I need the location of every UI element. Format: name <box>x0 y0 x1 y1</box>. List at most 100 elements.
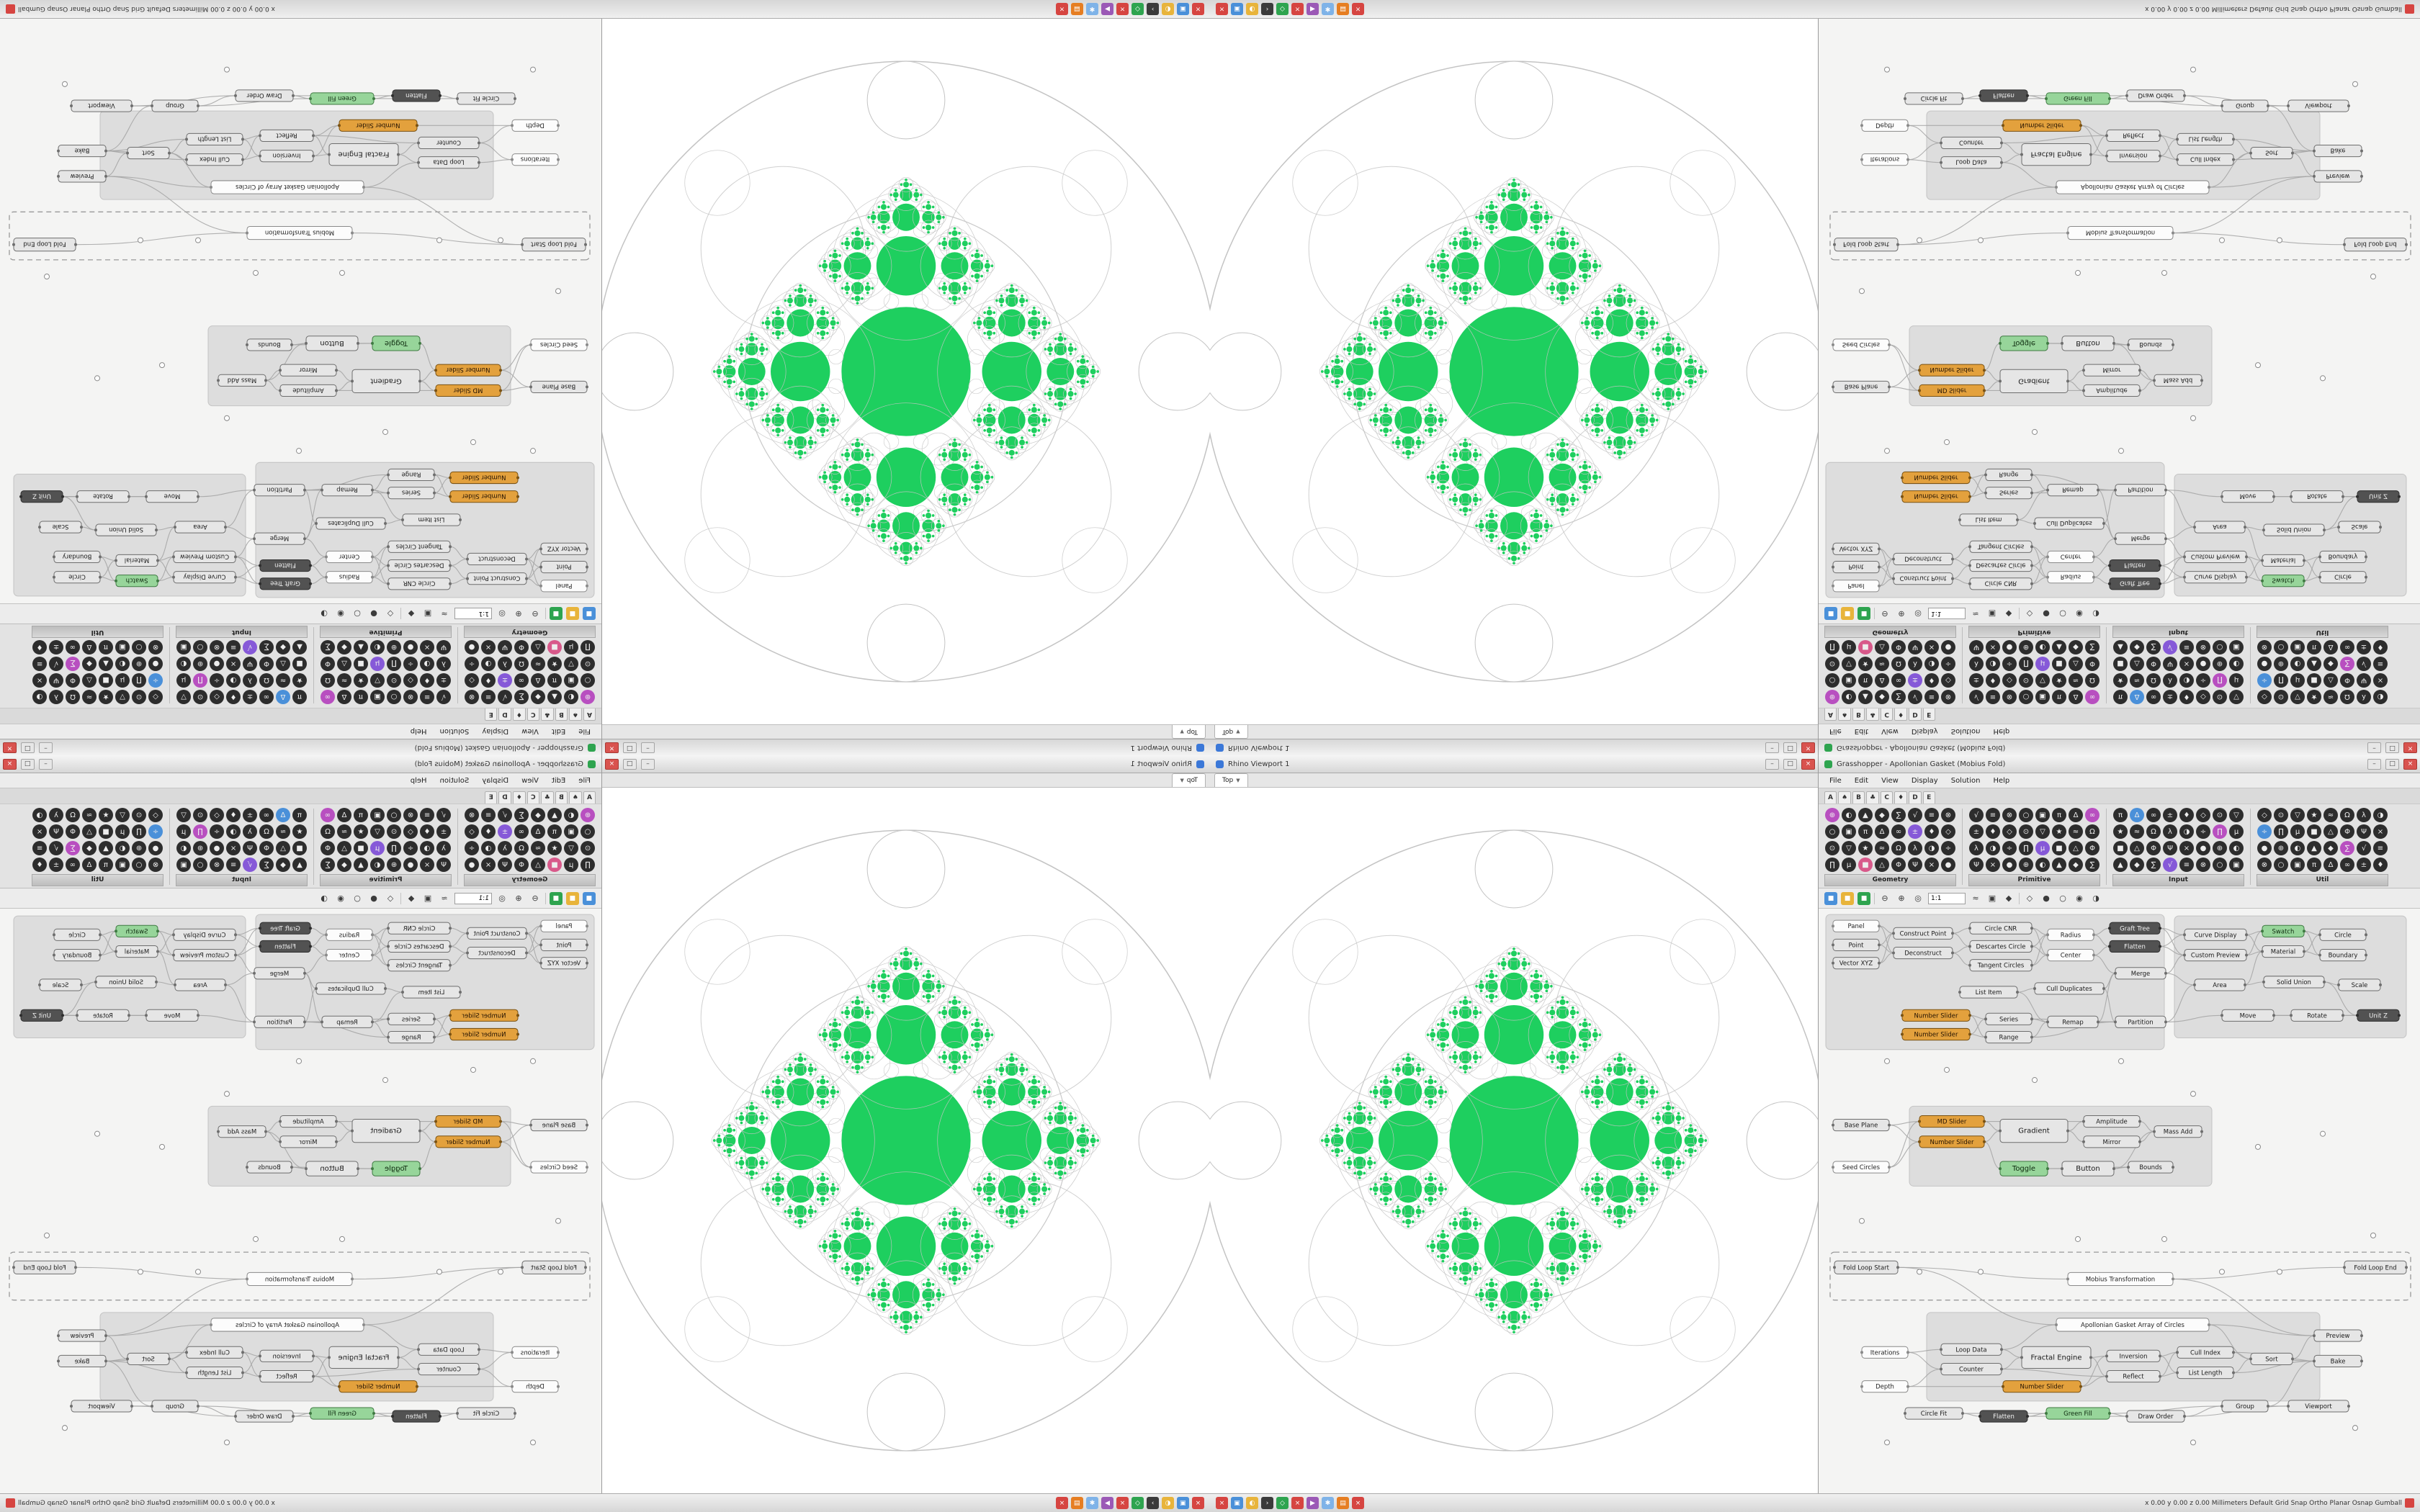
component-icon[interactable]: Ψ <box>1969 640 1984 654</box>
gh-node[interactable]: Mirror <box>279 364 338 377</box>
gh-node[interactable]: Circle <box>53 571 102 584</box>
gh-node[interactable]: Mass Add <box>217 1125 267 1138</box>
component-icon[interactable]: ■ <box>354 841 368 855</box>
ribbon-tab-c[interactable]: C <box>1881 708 1894 721</box>
gh-node[interactable]: Toggle <box>1999 1161 2049 1176</box>
component-icon[interactable]: △ <box>276 657 290 671</box>
gh-node[interactable]: Mass Add <box>2153 1125 2203 1138</box>
component-icon[interactable]: ▣ <box>2229 640 2244 654</box>
gh-node[interactable]: Apollonian Gasket Array of Circles <box>2055 1318 2210 1332</box>
component-icon[interactable]: Δ <box>531 824 545 839</box>
gh-node[interactable]: Scale <box>2337 978 2382 991</box>
gh-node[interactable]: Circle Fit <box>1904 1407 1964 1420</box>
component-icon[interactable]: ◐ <box>2290 657 2305 671</box>
component-icon[interactable]: ▲ <box>2113 640 2128 654</box>
gh-node[interactable]: Partition <box>253 1015 306 1028</box>
notification-icon[interactable] <box>2405 1498 2414 1508</box>
media-player-icon[interactable]: ▶ <box>1307 1497 1319 1509</box>
camera-icon[interactable]: ◉ <box>337 894 344 903</box>
gh-node[interactable]: Scale <box>2337 521 2382 534</box>
component-icon[interactable]: ∑ <box>2146 640 2161 654</box>
component-icon[interactable]: ◇ <box>403 673 418 688</box>
component-icon[interactable]: ■ <box>547 858 562 872</box>
component-icon[interactable]: ◐ <box>2290 841 2305 855</box>
group-icon[interactable]: ▣ <box>424 894 432 903</box>
component-icon[interactable]: ⊗ <box>403 690 418 704</box>
component-icon[interactable]: λ <box>2357 690 2371 704</box>
close-button[interactable]: × <box>2403 759 2417 770</box>
component-icon[interactable]: μ <box>2229 824 2244 839</box>
component-icon[interactable]: ≡ <box>2373 657 2388 671</box>
component-icon[interactable]: Φ <box>2340 824 2354 839</box>
component-icon[interactable]: μ <box>2035 657 2050 671</box>
gh-node[interactable]: Counter <box>417 136 480 150</box>
component-icon[interactable]: ÷ <box>2002 841 2017 855</box>
mail-icon[interactable]: ▤ <box>1071 1497 1083 1509</box>
gh-node[interactable]: Circle <box>53 928 102 941</box>
save-definition-icon[interactable]: ■ <box>1857 607 1870 621</box>
component-icon[interactable]: ∏ <box>132 824 146 839</box>
component-icon[interactable]: ● <box>403 858 418 872</box>
ribbon-tab-a[interactable]: A <box>1824 791 1837 804</box>
gh-node[interactable]: Point <box>539 560 588 574</box>
component-icon[interactable]: ▽ <box>2290 808 2305 822</box>
component-icon[interactable]: × <box>481 858 496 872</box>
sketch-icon[interactable]: ≈ <box>441 609 448 618</box>
component-icon[interactable]: ◇ <box>148 808 163 822</box>
media-player-icon[interactable]: ▶ <box>1101 3 1113 15</box>
component-icon[interactable]: √ <box>2357 841 2371 855</box>
gh-node[interactable]: Seed Circles <box>529 1161 588 1174</box>
ribbon-group-label[interactable]: Primitive <box>1968 626 2100 638</box>
trash-icon[interactable]: × <box>1056 1497 1068 1509</box>
zoom-extents-icon[interactable]: ◎ <box>1914 894 1922 903</box>
gh-node[interactable]: Unit Z <box>19 1009 64 1022</box>
component-icon[interactable]: ± <box>1969 673 1984 688</box>
gh-node[interactable]: Center <box>325 948 374 962</box>
menu-solution[interactable]: Solution <box>439 776 470 785</box>
component-icon[interactable]: ▽ <box>2290 690 2305 704</box>
component-icon[interactable]: ∑ <box>66 657 80 671</box>
ribbon-tab-♦[interactable]: ♦ <box>512 708 526 721</box>
gh-node[interactable]: Descartes Circle <box>1968 940 2033 953</box>
menu-display[interactable]: Display <box>482 776 509 785</box>
gh-node[interactable]: Vector XYZ <box>1832 957 1881 970</box>
component-icon[interactable]: ⊙ <box>193 690 207 704</box>
gh-node[interactable]: Mobius Transformation <box>2066 1272 2174 1287</box>
ribbon-tab-♣[interactable]: ♣ <box>540 791 554 804</box>
component-icon[interactable]: Φ <box>2085 841 2099 855</box>
gh-node[interactable]: Construct Point <box>466 927 528 940</box>
component-icon[interactable]: ≈ <box>1875 841 1889 855</box>
component-icon[interactable]: ∞ <box>514 824 529 839</box>
gh-node[interactable]: Reflect <box>2105 1370 2161 1383</box>
component-icon[interactable]: ∏ <box>2213 824 2227 839</box>
gh-node[interactable]: Unit Z <box>2356 490 2401 503</box>
component-icon[interactable]: ≡ <box>2179 858 2194 872</box>
component-icon[interactable]: Ψ <box>49 824 63 839</box>
component-icon[interactable]: π <box>2307 640 2321 654</box>
component-icon[interactable]: ∞ <box>321 690 335 704</box>
gh-node[interactable]: Flatten <box>1978 1410 2029 1423</box>
component-icon[interactable]: Δ <box>2069 690 2083 704</box>
gh-node[interactable]: Solid Union <box>2262 976 2326 989</box>
component-icon[interactable]: ∑ <box>2085 640 2099 654</box>
settings-icon[interactable]: ✱ <box>1322 3 1334 15</box>
component-icon[interactable]: ∏ <box>2274 673 2288 688</box>
component-icon[interactable]: ♦ <box>1924 824 1939 839</box>
maximize-button[interactable]: □ <box>1783 759 1797 770</box>
gh-node[interactable]: Merge <box>253 532 306 545</box>
component-icon[interactable]: Ω <box>2085 824 2099 839</box>
gh-node[interactable]: Mirror <box>279 1135 338 1148</box>
component-icon[interactable]: ⊙ <box>581 841 595 855</box>
gh-node[interactable]: Green Fill <box>309 1407 375 1420</box>
gh-node[interactable]: Move <box>145 1009 200 1022</box>
viewport-canvas[interactable] <box>602 788 1210 1493</box>
component-icon[interactable]: ○ <box>1825 824 1839 839</box>
gh-node[interactable]: List Item <box>1958 513 2019 526</box>
gh-node[interactable]: Viewport <box>70 1400 133 1413</box>
gh-node[interactable]: Bake <box>57 1354 107 1367</box>
gh-node[interactable]: List Length <box>185 1366 244 1380</box>
gh-node[interactable]: Construct Point <box>1892 572 1954 585</box>
component-icon[interactable]: ⊕ <box>2213 657 2227 671</box>
gh-node[interactable]: Preview <box>2313 1329 2363 1342</box>
component-icon[interactable]: ∞ <box>2340 858 2354 872</box>
